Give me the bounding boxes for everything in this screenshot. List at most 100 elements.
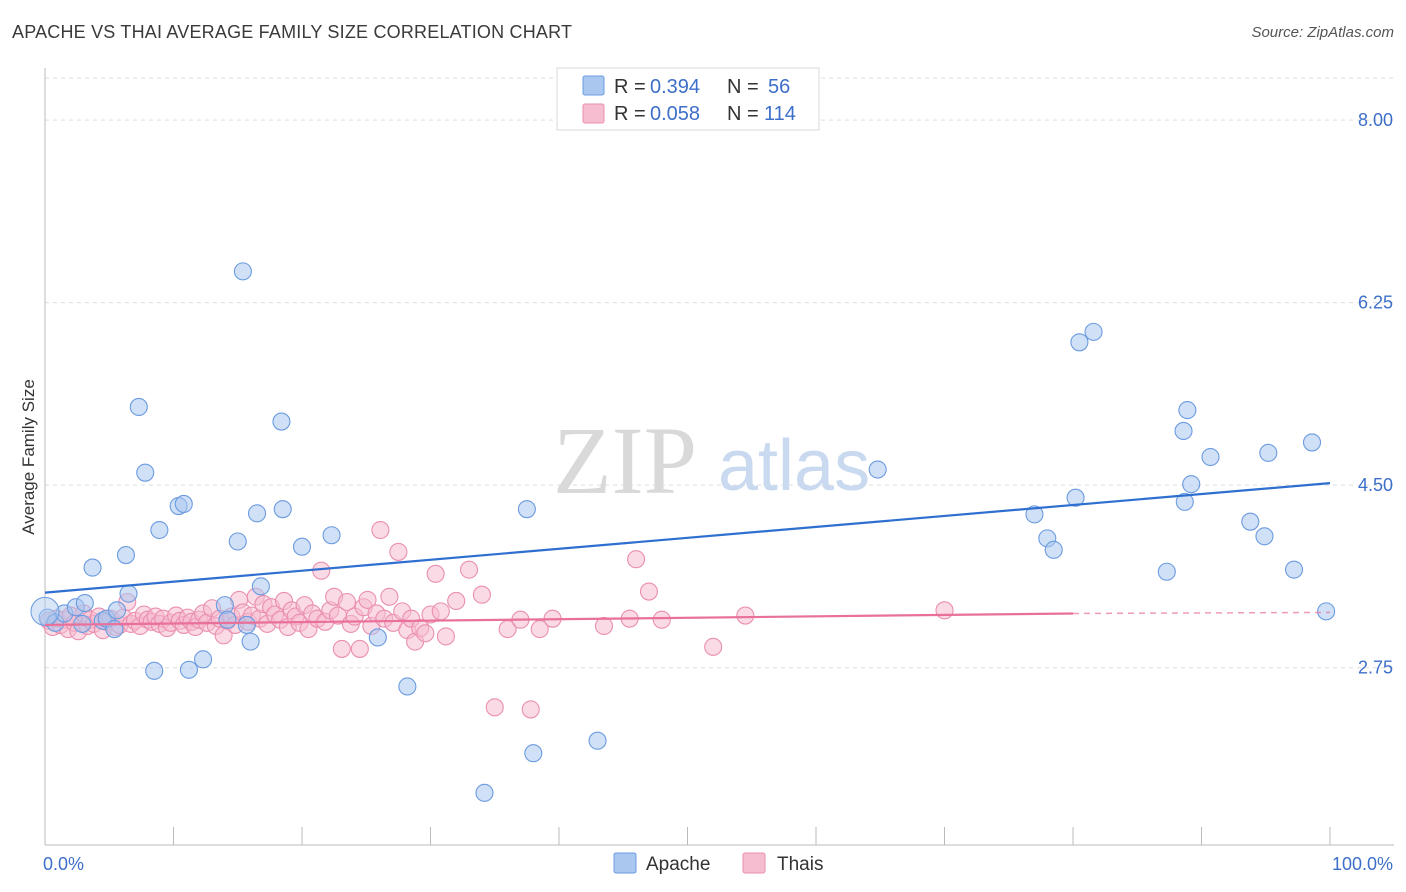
- x-tick-label: 0.0%: [43, 854, 84, 874]
- y-tick-label: 4.50: [1358, 475, 1393, 495]
- thai-point: [704, 637, 723, 656]
- apache-point: [1025, 505, 1044, 524]
- bottom-legend-thais: Thais: [777, 854, 823, 875]
- apache-point: [1044, 540, 1063, 559]
- thai-point: [358, 590, 377, 609]
- thai-point: [436, 627, 455, 646]
- apache-point: [1302, 433, 1322, 452]
- apache-point: [179, 660, 198, 679]
- trend-lines: [44, 481, 1331, 627]
- apache-point: [524, 744, 543, 763]
- x-tick-labels: 0.0% 100.0%: [43, 854, 1393, 874]
- apache-trend-line: [44, 481, 1331, 594]
- thai-point: [485, 698, 504, 717]
- thai-point: [594, 616, 614, 636]
- apache-point: [228, 532, 247, 551]
- apache-point: [1174, 421, 1193, 440]
- apache-points: [30, 262, 1336, 802]
- thai-trend-line-extension: [1072, 611, 1331, 615]
- apache-point: [1178, 401, 1197, 420]
- apache-point: [1182, 475, 1201, 494]
- legend-apache-r-label: R =: [614, 76, 646, 98]
- apache-point: [273, 500, 292, 519]
- thai-point: [472, 585, 491, 604]
- apache-point: [292, 537, 312, 556]
- legend-thai-n-value: 114: [764, 103, 796, 125]
- bottom-legend-apache: Apache: [646, 854, 710, 875]
- thai-point: [332, 639, 351, 658]
- thai-point: [426, 564, 445, 583]
- apache-point: [322, 526, 341, 545]
- thai-point: [639, 582, 659, 601]
- apache-point: [174, 494, 193, 514]
- legend-thai-n-label: N =: [727, 103, 759, 125]
- watermark-atlas: atlas: [718, 426, 870, 506]
- apache-point: [129, 397, 148, 417]
- thai-point: [312, 561, 331, 580]
- thai-point: [431, 602, 450, 621]
- thai-point: [447, 591, 466, 610]
- legend-thai-r-label: R =: [614, 103, 646, 125]
- apache-point: [1066, 488, 1085, 507]
- legend-apache-n-value: 56: [768, 76, 790, 98]
- watermark: ZIP atlas: [553, 407, 870, 514]
- thai-point: [416, 624, 435, 643]
- legend-swatch-thai: [582, 103, 605, 124]
- thai-point: [521, 700, 540, 719]
- apache-point: [1284, 560, 1304, 579]
- thai-point: [389, 542, 408, 561]
- apache-point: [1241, 512, 1260, 531]
- apache-point: [251, 577, 270, 596]
- apache-point: [116, 546, 136, 565]
- y-tick-label: 2.75: [1358, 658, 1393, 678]
- thai-point: [459, 560, 479, 579]
- apache-point: [588, 731, 607, 750]
- apache-point: [868, 460, 887, 479]
- apache-point: [119, 584, 138, 603]
- legend-apache-n-label: N =: [727, 76, 759, 98]
- watermark-zip: ZIP: [553, 407, 697, 514]
- apache-point: [150, 520, 169, 540]
- apache-point-large: [30, 596, 60, 626]
- bottom-legend-swatch-apache: [613, 852, 637, 874]
- apache-point: [83, 558, 102, 577]
- apache-point: [75, 593, 94, 613]
- thai-point: [337, 592, 357, 612]
- apache-point: [1259, 443, 1278, 462]
- thai-point: [627, 550, 646, 569]
- apache-point: [233, 262, 252, 281]
- apache-point: [1175, 492, 1194, 511]
- apache-point: [237, 615, 256, 634]
- grid-lines: [45, 77, 1394, 669]
- y-tick-label: 8.00: [1358, 110, 1393, 130]
- legend-thai-r-value: 0.058: [650, 103, 700, 125]
- bottom-legend-swatch-thai: [742, 852, 766, 874]
- x-tick-label: 100.0%: [1332, 854, 1393, 874]
- y-tick-labels: 2.75 4.50 6.25 8.00: [1358, 110, 1393, 678]
- apache-point: [241, 632, 260, 651]
- axes: [44, 68, 1394, 846]
- legend: R = 0.394 N = 56 R = 0.058 N = 114: [556, 67, 820, 131]
- apache-point: [1201, 447, 1220, 467]
- apache-point: [145, 661, 164, 680]
- apache-point: [398, 677, 417, 696]
- apache-point: [1255, 527, 1274, 546]
- apache-point: [247, 504, 267, 523]
- apache-point: [1317, 602, 1336, 621]
- thai-point: [371, 520, 390, 540]
- apache-point: [272, 412, 291, 431]
- apache-point: [368, 628, 387, 647]
- thai-point: [736, 606, 755, 625]
- apache-point: [194, 650, 213, 669]
- thai-point: [530, 620, 549, 639]
- y-axis-title: Average Family Size: [19, 379, 38, 535]
- apache-point: [1157, 562, 1176, 581]
- apache-point: [1084, 322, 1103, 341]
- y-tick-label: 6.25: [1358, 293, 1393, 313]
- thai-point: [350, 639, 369, 658]
- legend-swatch-apache: [582, 75, 605, 96]
- thai-trend-line: [44, 612, 1074, 627]
- bottom-legend: Apache Thais: [613, 852, 823, 875]
- apache-point: [475, 783, 494, 802]
